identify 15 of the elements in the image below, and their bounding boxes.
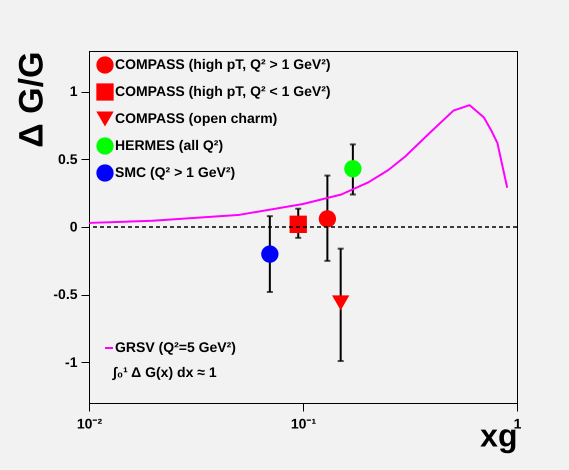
y-tick-label: -0.5 bbox=[53, 286, 78, 302]
annotation: ∫₀¹ Δ G(x) dx ≈ 1 bbox=[112, 364, 217, 381]
y-tick-label: -1 bbox=[65, 354, 78, 370]
x-tick-label: 10⁻² bbox=[76, 416, 102, 432]
x-tick-label: 10⁻¹ bbox=[290, 416, 316, 432]
legend-label: COMPASS (open charm) bbox=[115, 110, 278, 126]
legend-label: SMC (Q² > 1 GeV²) bbox=[115, 164, 236, 180]
y-tick-label: 0 bbox=[70, 218, 78, 234]
legend-label: HERMES (all Q²) bbox=[115, 137, 224, 153]
legend-label: COMPASS (high pT, Q² < 1 GeV²) bbox=[115, 83, 331, 99]
y-axis-title: Δ G/G bbox=[12, 52, 50, 148]
y-tick-label: 0.5 bbox=[58, 150, 78, 167]
legend-label: COMPASS (high pT, Q² > 1 GeV²) bbox=[115, 56, 331, 72]
legend-label: GRSV (Q²=5 GeV²) bbox=[115, 339, 236, 355]
y-tick-label: 1 bbox=[70, 83, 78, 100]
